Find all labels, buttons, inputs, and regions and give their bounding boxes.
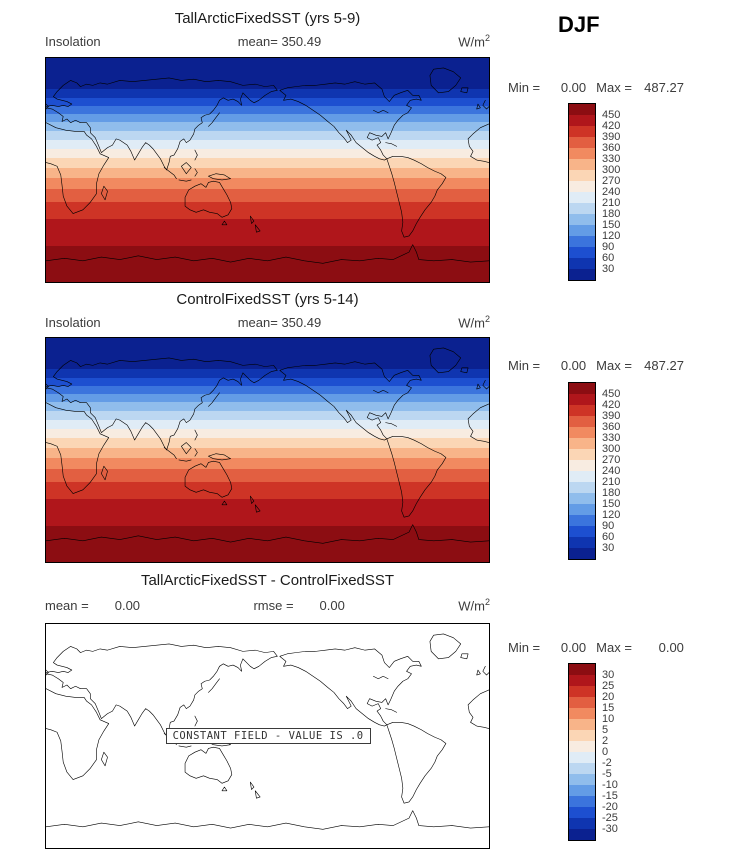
max-value: 487.27 <box>644 358 684 373</box>
colorbar-swatches <box>568 103 596 281</box>
panel2-mean-label: mean= 350.49 <box>237 315 322 331</box>
max-value: 0.00 <box>658 640 684 655</box>
panel1-stats-row: Insolation mean= 350.49 W/m2 <box>45 33 490 49</box>
panel1-minmax: Min = 0.00 Max = 487.27 <box>508 80 684 95</box>
colorbar-insolation-1: 450 420 390 360 330 300 270 240 210 180 150 120 90 60… <box>568 103 678 281</box>
panel3-stats-row: mean = 0.00 rmse = 0.00 W/m2 <box>45 597 490 613</box>
panel1-variable-label: Insolation <box>45 34 101 50</box>
panel3-mean-group: mean = 0.00 <box>45 598 140 613</box>
min-value: 0.00 <box>560 80 587 95</box>
colorbar-swatches <box>568 663 596 841</box>
coastlines-icon <box>46 67 489 264</box>
panel2-title: ControlFixedSST (yrs 5-14) <box>176 291 359 308</box>
panel1-title: TallArcticFixedSST (yrs 5-9) <box>174 10 361 27</box>
colorbar-insolation-2: 450 420 390 360 330 300 270 240 210 180 150 120 90 60… <box>568 382 678 560</box>
max-value: 487.27 <box>644 80 684 95</box>
max-label: Max = <box>596 80 632 95</box>
panel3-title: TallArcticFixedSST - ControlFixedSST <box>140 572 395 589</box>
colorbar-swatches <box>568 382 596 560</box>
colorbar-tick-labels: 450 420 390 360 330 300 270 240 210 180 150 120 90 60… <box>602 109 621 275</box>
insolation-field-1 <box>46 58 489 282</box>
panel1-units-label: W/m2 <box>458 33 490 50</box>
constant-field-note: CONSTANT FIELD - VALUE IS .0 <box>165 728 371 745</box>
colorbar-difference: 30 25 20 15 10 5 2 0 -2 -5 -10 -15 -20 -25 -30 <box>568 663 678 841</box>
panel1-mean-label: mean= 350.49 <box>237 34 322 50</box>
mean-label: mean = <box>45 598 89 614</box>
panel3-minmax: Min = 0.00 Max = 0.00 <box>508 640 684 655</box>
min-value: 0.00 <box>560 358 587 373</box>
min-value: 0.00 <box>560 640 587 655</box>
panel2-minmax: Min = 0.00 Max = 487.27 <box>508 358 684 373</box>
map-tallarctic <box>45 57 490 283</box>
insolation-field-2 <box>46 338 489 562</box>
map-difference: CONSTANT FIELD - VALUE IS .0 <box>45 623 490 849</box>
max-label: Max = <box>596 640 632 655</box>
panel3-units-label: W/m2 <box>458 597 490 614</box>
min-label: Min = <box>508 80 541 95</box>
map-control <box>45 337 490 563</box>
rmse-label: rmse = <box>253 598 294 614</box>
mean-value: 0.00 <box>114 598 141 614</box>
max-label: Max = <box>596 358 632 373</box>
min-label: Min = <box>508 358 541 373</box>
panel2-stats-row: Insolation mean= 350.49 W/m2 <box>45 314 490 330</box>
coastlines-icon <box>46 347 489 544</box>
rmse-value: 0.00 <box>319 598 345 614</box>
colorbar-tick-labels: 30 25 20 15 10 5 2 0 -2 -5 -10 -15 -20 -25 -30 <box>602 669 618 835</box>
panel2-units-label: W/m2 <box>458 314 490 331</box>
panel3-rmse-group: rmse = 0.00 <box>253 598 344 613</box>
colorbar-tick-labels: 450 420 390 360 330 300 270 240 210 180 150 120 90 60… <box>602 388 621 554</box>
season-label: DJF <box>558 12 600 37</box>
min-label: Min = <box>508 640 541 655</box>
panel2-variable-label: Insolation <box>45 315 101 331</box>
